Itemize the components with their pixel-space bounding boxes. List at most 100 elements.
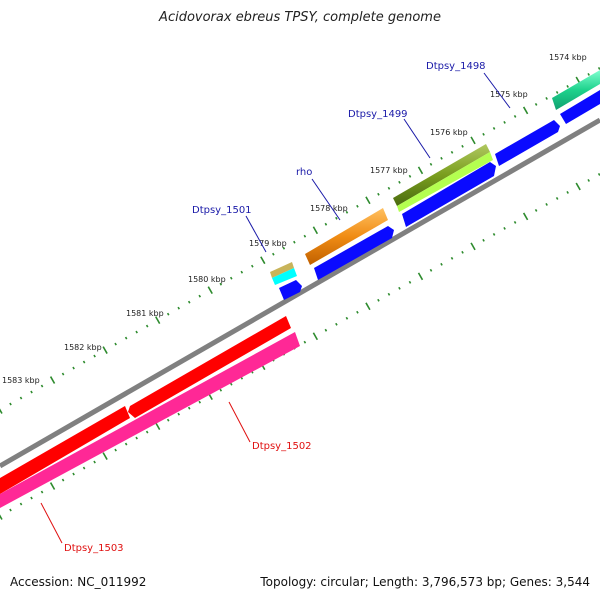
gene-labels: Dtpsy_1498 Dtpsy_1499 rho Dtpsy_1501 Dtp… [40,61,511,554]
gene-label-dtpsy-1501[interactable]: Dtpsy_1501 [192,205,252,216]
tick-label: 1582 kbp [64,343,102,352]
major-tick [575,182,581,191]
leader-line [40,502,63,544]
tick-label: 1580 kbp [188,275,226,284]
minor-tick [219,388,223,392]
minor-tick [61,478,65,482]
minor-tick [534,208,538,212]
major-tick [0,514,3,520]
accession-label: Accession: NC_011992 [10,575,147,589]
minor-tick [93,460,96,464]
gene-label-dtpsy-1503[interactable]: Dtpsy_1503 [64,543,124,554]
minor-tick [82,466,86,470]
major-tick [155,316,161,324]
minor-tick [429,162,433,166]
minor-tick [345,210,349,214]
minor-tick [135,436,138,440]
minor-tick [166,418,170,422]
gene-dtpsy-1502-feature[interactable] [128,316,291,418]
major-tick [522,212,529,221]
gene-dtpsy-1499-feature[interactable] [393,144,490,206]
inner-tick-ring [0,173,600,520]
minor-tick [293,240,296,244]
minor-tick [72,472,75,476]
gene-dtpsy-1501-feature[interactable] [270,262,294,278]
major-tick [312,332,319,341]
tick-label: 1581 kbp [126,309,164,318]
tick-label: 1574 kbp [549,53,587,62]
minor-tick [30,390,33,394]
minor-tick [377,298,380,302]
map-title: Acidovorax ebreus TPSY, complete genome [159,10,441,25]
cds-track [279,90,600,300]
minor-tick [19,502,23,506]
major-tick [207,286,213,295]
major-tick [365,196,371,205]
minor-tick [9,402,12,406]
minor-tick [229,382,233,386]
minor-tick [145,324,149,328]
gene-label-dtpsy-1502[interactable]: Dtpsy_1502 [252,441,312,452]
cds-dtpsy-1499[interactable] [402,162,496,227]
gene-label-dtpsy-1499[interactable]: Dtpsy_1499 [348,109,408,120]
cds-dtpsy-1498[interactable] [560,90,600,124]
minor-tick [450,256,454,260]
tick-label: 1575 kbp [490,90,528,99]
leader-line [403,118,431,159]
gene-label-dtpsy-1498[interactable]: Dtpsy_1498 [426,61,486,72]
minor-tick [513,114,517,118]
minor-tick [324,328,328,332]
major-tick [312,226,319,235]
minor-tick [251,264,254,268]
minor-tick [9,508,12,512]
minor-tick [482,132,485,136]
minor-tick [429,268,433,272]
tick-label: 1579 kbp [249,239,287,248]
leader-line [245,215,267,253]
gene-dtpsy-1502-feature-b[interactable] [0,406,130,494]
tick-labels: 1574 kbp 1575 kbp 1576 kbp 1577 kbp 1578… [2,53,587,385]
gene-dtpsy-1501-cyan-feature [272,268,297,285]
gene-label-rho[interactable]: rho [296,167,312,178]
minor-tick [440,262,443,266]
minor-tick [166,312,170,316]
minor-tick [324,222,328,226]
gene-dtpsy-1503-feature[interactable] [0,332,300,508]
gene-dtpsy-1498-feature[interactable] [552,70,600,110]
minor-tick [40,490,44,494]
major-tick [49,482,56,490]
minor-tick [19,396,23,400]
minor-tick [135,330,138,334]
tick-label: 1577 kbp [370,166,408,175]
minor-tick [198,294,202,298]
minor-tick [219,282,223,286]
cds-dtpsy-1501[interactable] [279,280,302,300]
minor-tick [229,276,233,280]
minor-tick [492,126,496,130]
reverse-feature-track [0,316,300,508]
minor-tick [335,216,338,220]
major-tick [102,452,108,460]
minor-tick [124,336,128,340]
minor-tick [303,234,307,238]
minor-tick [387,292,391,296]
minor-tick [377,192,380,196]
minor-tick [187,406,191,410]
minor-tick [440,156,443,160]
minor-tick [198,400,202,404]
leader-line [483,72,511,109]
minor-tick [545,96,548,100]
gene-rho-feature[interactable] [305,208,388,265]
minor-tick [177,412,180,416]
minor-tick [503,226,506,230]
minor-tick [356,204,359,208]
cds-rho[interactable] [314,226,394,280]
minor-tick [335,322,338,326]
minor-tick [345,316,349,320]
major-tick [470,242,476,251]
cds-dtpsy-1498b[interactable] [495,120,560,166]
minor-tick [503,120,506,124]
minor-tick [555,90,559,94]
minor-tick [461,250,464,254]
